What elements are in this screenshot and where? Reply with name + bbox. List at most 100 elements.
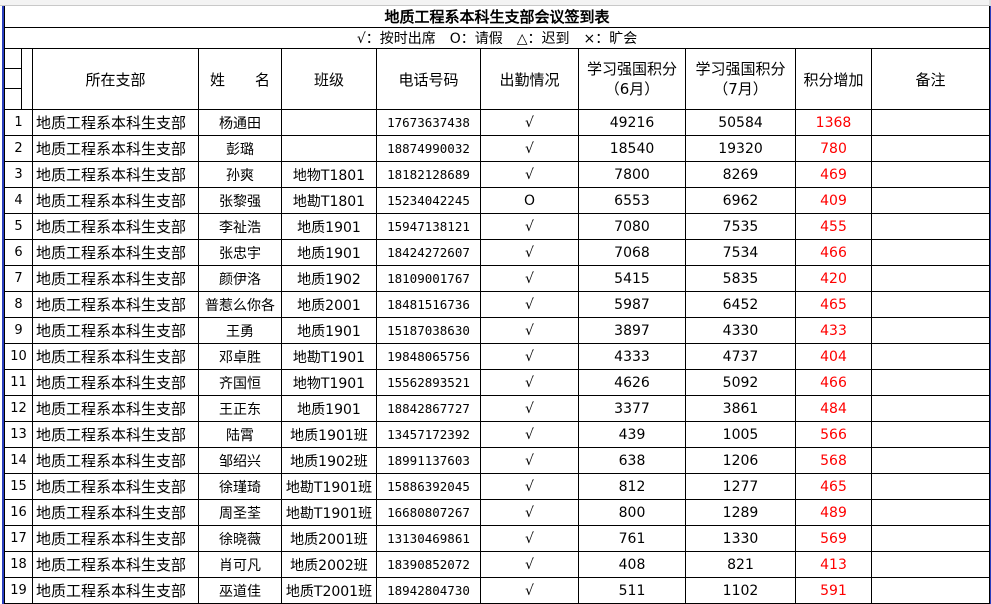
cell-dept[interactable]: 地质工程系本科生支部	[32, 109, 199, 136]
cell-attendance[interactable]: √	[480, 213, 579, 240]
row-number[interactable]: 13	[4, 421, 33, 448]
cell-class[interactable]: 地质2002班	[281, 551, 377, 578]
row-number[interactable]: 7	[4, 265, 33, 292]
cell-june-points[interactable]: 5415	[578, 265, 686, 292]
cell-attendance[interactable]: √	[480, 551, 579, 578]
cell-attendance[interactable]: √	[480, 369, 579, 396]
cell-name[interactable]: 杨通田	[198, 109, 282, 136]
row-number[interactable]: 5	[4, 213, 33, 240]
cell-attendance[interactable]: O	[480, 187, 579, 214]
cell-june-points[interactable]: 4333	[578, 343, 686, 370]
cell-july-points[interactable]: 1289	[685, 499, 796, 526]
cell-attendance[interactable]: √	[480, 317, 579, 344]
row-number[interactable]: 1	[4, 109, 33, 136]
cell-phone[interactable]: 16680807267	[376, 499, 481, 526]
header-attendance[interactable]: 出勤情况	[480, 48, 579, 110]
cell-july-points[interactable]: 1206	[685, 447, 796, 474]
cell-attendance[interactable]: √	[480, 473, 579, 500]
cell-june-points[interactable]: 18540	[578, 135, 686, 162]
cell-class[interactable]: 地勘T1901	[281, 343, 377, 370]
cell-july-points[interactable]: 1277	[685, 473, 796, 500]
row-number[interactable]: 12	[4, 395, 33, 422]
cell-name[interactable]: 张黎强	[198, 187, 282, 214]
cell-july-points[interactable]: 7534	[685, 239, 796, 266]
cell-increase[interactable]: 413	[795, 551, 872, 578]
cell-phone[interactable]: 15886392045	[376, 473, 481, 500]
row-number[interactable]: 4	[4, 187, 33, 214]
cell-dept[interactable]: 地质工程系本科生支部	[32, 395, 199, 422]
cell-june-points[interactable]: 812	[578, 473, 686, 500]
cell-attendance[interactable]: √	[480, 447, 579, 474]
cell-notes[interactable]	[870, 369, 991, 396]
cell-name[interactable]: 周圣荃	[198, 499, 282, 526]
row-number[interactable]: 15	[4, 473, 33, 500]
cell-name[interactable]: 邹绍兴	[198, 447, 282, 474]
cell-class[interactable]	[281, 109, 377, 136]
cell-dept[interactable]: 地质工程系本科生支部	[32, 187, 199, 214]
cell-name[interactable]: 肖可凡	[198, 551, 282, 578]
cell-increase[interactable]: 566	[795, 421, 872, 448]
cell-dept[interactable]: 地质工程系本科生支部	[32, 421, 199, 448]
cell-notes[interactable]	[870, 499, 991, 526]
header-july-points[interactable]: 学习强国积分 （7月）	[685, 48, 796, 110]
cell-notes[interactable]	[870, 291, 991, 318]
header-increase[interactable]: 积分增加	[795, 48, 872, 110]
cell-phone[interactable]: 18109001767	[376, 265, 481, 292]
cell-notes[interactable]	[870, 161, 991, 188]
cell-class[interactable]: 地质1901	[281, 239, 377, 266]
cell-increase[interactable]: 780	[795, 135, 872, 162]
cell-name[interactable]: 徐瑾琦	[198, 473, 282, 500]
cell-increase[interactable]: 469	[795, 161, 872, 188]
cell-increase[interactable]: 569	[795, 525, 872, 552]
cell-increase[interactable]: 465	[795, 473, 872, 500]
cell-notes[interactable]	[870, 265, 991, 292]
cell-name[interactable]: 徐晓薇	[198, 525, 282, 552]
cell-attendance[interactable]: √	[480, 343, 579, 370]
cell-notes[interactable]	[870, 343, 991, 370]
cell-dept[interactable]: 地质工程系本科生支部	[32, 499, 199, 526]
cell-phone[interactable]: 18991137603	[376, 447, 481, 474]
cell-phone[interactable]: 15947138121	[376, 213, 481, 240]
row-number[interactable]: 18	[4, 551, 33, 578]
cell-class[interactable]: 地质1901	[281, 395, 377, 422]
cell-increase[interactable]: 433	[795, 317, 872, 344]
cell-july-points[interactable]: 4737	[685, 343, 796, 370]
cell-phone[interactable]: 13130469861	[376, 525, 481, 552]
cell-class[interactable]: 地物T1801	[281, 161, 377, 188]
cell-phone[interactable]: 19848065756	[376, 343, 481, 370]
cell-june-points[interactable]: 4626	[578, 369, 686, 396]
cell-attendance[interactable]: √	[480, 239, 579, 266]
row-number[interactable]: 6	[4, 239, 33, 266]
header-class[interactable]: 班级	[281, 48, 377, 110]
header-phone[interactable]: 电话号码	[376, 48, 481, 110]
cell-class[interactable]: 地勘T1801	[281, 187, 377, 214]
cell-june-points[interactable]: 7800	[578, 161, 686, 188]
cell-increase[interactable]: 455	[795, 213, 872, 240]
cell-july-points[interactable]: 3861	[685, 395, 796, 422]
cell-july-points[interactable]: 5092	[685, 369, 796, 396]
cell-notes[interactable]	[870, 109, 991, 136]
cell-notes[interactable]	[870, 525, 991, 552]
cell-july-points[interactable]: 4330	[685, 317, 796, 344]
header-index-cell[interactable]	[4, 48, 33, 110]
cell-june-points[interactable]: 800	[578, 499, 686, 526]
cell-phone[interactable]: 18874990032	[376, 135, 481, 162]
cell-name[interactable]: 张忠宇	[198, 239, 282, 266]
cell-name[interactable]: 普惹么你各	[198, 291, 282, 318]
cell-attendance[interactable]: √	[480, 161, 579, 188]
cell-class[interactable]: 地质1901	[281, 317, 377, 344]
cell-june-points[interactable]: 49216	[578, 109, 686, 136]
cell-notes[interactable]	[870, 239, 991, 266]
cell-notes[interactable]	[870, 395, 991, 422]
header-name[interactable]: 姓 名	[198, 48, 282, 110]
cell-phone[interactable]: 18424272607	[376, 239, 481, 266]
cell-attendance[interactable]: √	[480, 265, 579, 292]
cell-name[interactable]: 颜伊洛	[198, 265, 282, 292]
cell-increase[interactable]: 404	[795, 343, 872, 370]
cell-dept[interactable]: 地质工程系本科生支部	[32, 343, 199, 370]
cell-dept[interactable]: 地质工程系本科生支部	[32, 213, 199, 240]
cell-june-points[interactable]: 5987	[578, 291, 686, 318]
cell-notes[interactable]	[870, 421, 991, 448]
cell-name[interactable]: 彭璐	[198, 135, 282, 162]
cell-class[interactable]: 地质2001班	[281, 525, 377, 552]
